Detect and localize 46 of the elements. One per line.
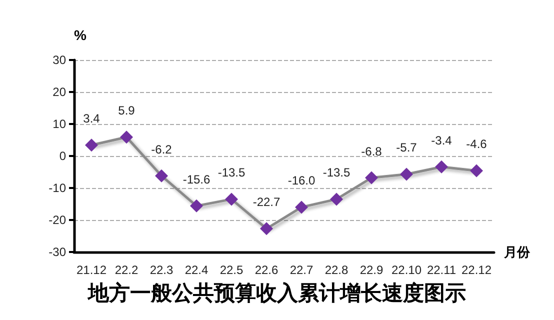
point [470, 164, 483, 178]
y-tick-label: 30 [52, 53, 66, 67]
point [120, 130, 133, 144]
x-tick-label: 22.8 [324, 263, 348, 277]
data-label: -13.5 [322, 166, 350, 180]
x-tick-label: 22.5 [220, 263, 244, 277]
x-tick-label: 22.9 [360, 263, 384, 277]
y-tick-label: 10 [52, 117, 66, 131]
y-tick-label: -20 [48, 213, 66, 227]
x-tick-label: 22.7 [290, 263, 314, 277]
x-tick-label: 22.12 [461, 263, 492, 277]
data-label: -13.5 [218, 166, 246, 180]
data-label: 3.4 [83, 112, 100, 126]
data-label: -16.0 [288, 174, 316, 188]
x-tick-label: 22.6 [254, 263, 278, 277]
data-label: 5.9 [118, 104, 136, 118]
x-tick-label: 22.2 [114, 263, 138, 277]
x-axis-title: 月份 [503, 244, 531, 260]
text: 地方一般公共预算收入累计增长速度图示 [87, 280, 466, 305]
data-label: -6.2 [151, 142, 172, 156]
point [85, 138, 98, 152]
x-tick-label: 22.10 [391, 263, 422, 277]
x-tick-label: 22.3 [150, 263, 174, 277]
point [330, 192, 343, 206]
data-label: -15.6 [182, 172, 210, 186]
y-tick-label: -10 [48, 181, 66, 195]
data-label: -22.7 [252, 195, 280, 210]
point [225, 192, 238, 206]
data-label: -3.4 [431, 133, 452, 148]
x-tick-label: 21.12 [76, 263, 107, 277]
x-tick-label: 22.4 [184, 263, 208, 277]
y-axis-title: % [74, 27, 87, 43]
data-label: -6.8 [361, 144, 382, 158]
y-tick-label: 20 [52, 85, 66, 99]
point [435, 160, 448, 174]
point [400, 168, 413, 181]
point [365, 171, 378, 184]
y-tick-label: -30 [48, 245, 66, 259]
data-label: -4.6 [466, 137, 488, 152]
point [190, 199, 203, 212]
point [295, 200, 308, 214]
y-tick-label: 0 [59, 149, 66, 163]
data-label: -5.7 [396, 140, 418, 155]
x-tick-label: 22.11 [426, 263, 456, 277]
point [260, 222, 273, 236]
point [155, 169, 168, 182]
